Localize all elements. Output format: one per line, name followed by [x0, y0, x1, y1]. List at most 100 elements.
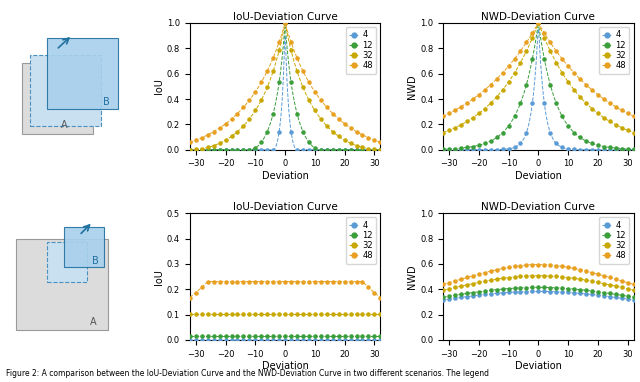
Point — [598, 115, 609, 121]
Point — [262, 333, 273, 339]
Point — [274, 39, 284, 45]
X-axis label: Deviation: Deviation — [515, 171, 562, 181]
Point — [292, 55, 302, 61]
Point — [504, 123, 514, 129]
Point — [504, 264, 514, 270]
Point — [339, 137, 349, 143]
Point — [557, 263, 567, 269]
Point — [274, 337, 284, 343]
Point — [274, 278, 284, 285]
Point — [256, 333, 266, 339]
Point — [292, 110, 302, 117]
Point — [450, 107, 460, 113]
Point — [527, 100, 538, 106]
Point — [185, 139, 195, 145]
Point — [486, 100, 496, 106]
Point — [369, 290, 380, 296]
Point — [316, 337, 326, 343]
Point — [304, 147, 314, 153]
Point — [468, 144, 478, 150]
Point — [256, 139, 266, 145]
Point — [474, 92, 484, 98]
Point — [369, 146, 380, 152]
Point — [438, 297, 448, 303]
Point — [593, 279, 603, 285]
Point — [346, 311, 356, 317]
Point — [304, 278, 314, 285]
Point — [569, 286, 579, 292]
Point — [575, 276, 585, 282]
Point — [450, 295, 460, 301]
Point — [611, 104, 621, 110]
Point — [203, 132, 213, 138]
Point — [328, 147, 338, 153]
Point — [209, 142, 219, 149]
Point — [346, 147, 356, 153]
Point — [351, 278, 362, 285]
Point — [504, 289, 514, 295]
Point — [497, 275, 508, 282]
Point — [545, 288, 556, 295]
Point — [509, 285, 520, 291]
Point — [274, 311, 284, 317]
Point — [232, 129, 243, 135]
Point — [605, 274, 615, 280]
Point — [333, 116, 344, 122]
Y-axis label: IoU: IoU — [154, 269, 164, 285]
Text: B: B — [92, 256, 99, 266]
Point — [515, 48, 525, 54]
Point — [563, 264, 573, 270]
Point — [196, 284, 207, 290]
Point — [203, 333, 213, 339]
Point — [346, 278, 356, 285]
Point — [292, 147, 302, 153]
Point — [593, 292, 603, 298]
Point — [310, 89, 320, 95]
Point — [220, 337, 230, 343]
Point — [497, 290, 508, 296]
Point — [238, 278, 248, 285]
Point — [220, 147, 230, 153]
Point — [357, 278, 367, 285]
Point — [369, 333, 380, 339]
Point — [298, 278, 308, 285]
Point — [563, 285, 573, 291]
Point — [232, 147, 243, 153]
Point — [227, 311, 237, 317]
Point — [375, 147, 385, 153]
Point — [492, 76, 502, 82]
Point — [346, 140, 356, 146]
Point — [298, 333, 308, 339]
Point — [628, 146, 639, 152]
Text: B: B — [103, 97, 110, 107]
Point — [333, 133, 344, 139]
Point — [474, 147, 484, 153]
Point — [220, 278, 230, 285]
Point — [581, 277, 591, 283]
Point — [322, 123, 332, 129]
Point — [310, 333, 320, 339]
Point — [196, 147, 207, 153]
Point — [268, 55, 278, 61]
Point — [220, 121, 230, 127]
Point — [581, 138, 591, 144]
Point — [438, 287, 448, 293]
Point — [191, 146, 201, 152]
Point — [351, 142, 362, 149]
Point — [598, 273, 609, 279]
Y-axis label: NWD: NWD — [407, 264, 417, 289]
Point — [328, 337, 338, 343]
Point — [575, 94, 585, 100]
Point — [333, 311, 344, 317]
Point — [238, 123, 248, 129]
Title: IoU-Deviation Curve: IoU-Deviation Curve — [233, 202, 337, 212]
Point — [286, 333, 296, 339]
Point — [474, 292, 484, 298]
Point — [438, 294, 448, 300]
Point — [569, 87, 579, 93]
Point — [479, 140, 490, 146]
Point — [191, 290, 201, 296]
Point — [545, 262, 556, 268]
Point — [462, 118, 472, 125]
Point — [522, 39, 532, 45]
